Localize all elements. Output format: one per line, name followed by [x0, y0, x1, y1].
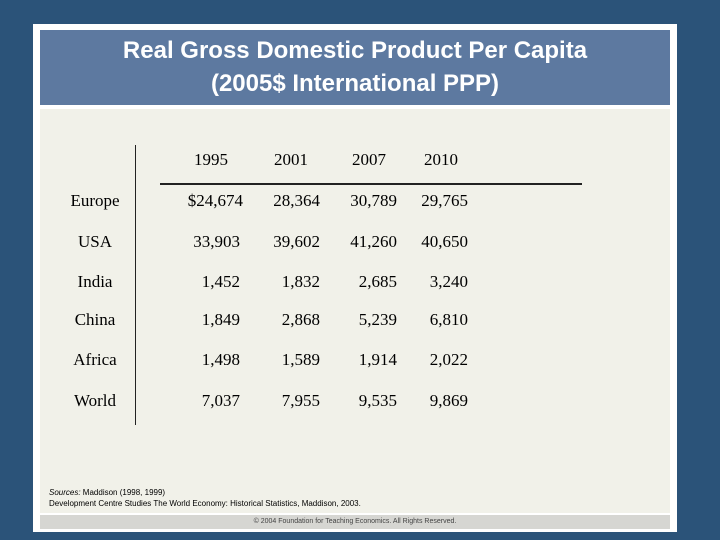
- sources-label: Sources:: [49, 488, 81, 497]
- table-cell: 1,589: [281, 350, 320, 369]
- title-line-2: (2005$ International PPP): [210, 70, 500, 97]
- table-cell: 40,650: [421, 232, 468, 251]
- row-label-india: India: [77, 272, 113, 291]
- sources-line-1: Maddison (1998, 1999): [80, 488, 166, 497]
- table-cell: 3,240: [429, 272, 468, 291]
- table-cell: 29,765: [421, 191, 468, 210]
- table-cell: 33,903: [193, 232, 240, 251]
- table-cell: 1,914: [358, 350, 397, 369]
- content-area: [40, 109, 670, 513]
- table-cell: 39,602: [273, 232, 320, 251]
- table-cell: 30,789: [350, 191, 397, 210]
- column-header-2007: 2007: [352, 150, 386, 169]
- copyright-footer: © 2004 Foundation for Teaching Economics…: [40, 515, 670, 529]
- row-label-world: World: [73, 391, 117, 410]
- row-label-europe: Europe: [70, 191, 120, 210]
- table-cell: 2,868: [281, 310, 320, 329]
- table-vertical-divider: [135, 145, 136, 425]
- table-cell: 1,452: [201, 272, 240, 291]
- column-header-2001: 2001: [274, 150, 308, 169]
- table-cell: 28,364: [273, 191, 320, 210]
- row-label-africa: Africa: [73, 350, 117, 369]
- table-header-rule: [160, 183, 582, 185]
- sources-line-2: Development Centre Studies The World Eco…: [49, 499, 361, 508]
- column-header-2010: 2010: [424, 150, 458, 169]
- slide-title: Real Gross Domestic Product Per Capita (…: [40, 30, 670, 105]
- table-cell: $24,674: [187, 191, 243, 210]
- row-label-china: China: [74, 310, 116, 329]
- table-cell: 7,955: [281, 391, 320, 410]
- table-cell: 1,498: [201, 350, 240, 369]
- table-cell: 1,832: [281, 272, 320, 291]
- table-cell: 2,022: [429, 350, 468, 369]
- table-cell: 6,810: [429, 310, 468, 329]
- table-cell: 1,849: [201, 310, 240, 329]
- row-label-usa: USA: [77, 232, 112, 251]
- title-line-1: Real Gross Domestic Product Per Capita: [122, 37, 588, 64]
- table-cell: 9,535: [358, 391, 397, 410]
- table-cell: 9,869: [429, 391, 468, 410]
- table-cell: 2,685: [358, 272, 397, 291]
- source-note: Sources: Maddison (1998, 1999) Developme…: [49, 487, 649, 509]
- table-cell: 41,260: [350, 232, 397, 251]
- column-header-1995: 1995: [194, 150, 228, 169]
- table-cell: 5,239: [358, 310, 397, 329]
- table-cell: 7,037: [201, 391, 240, 410]
